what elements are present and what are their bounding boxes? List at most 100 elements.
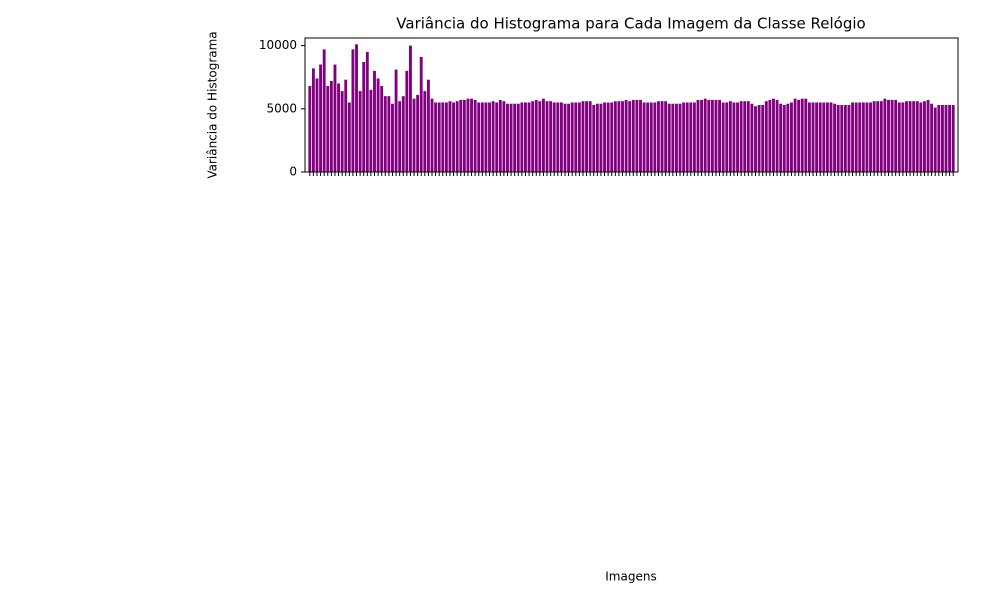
chart-title: Variância do Histograma para Cada Imagem… bbox=[396, 15, 865, 33]
bar bbox=[570, 102, 574, 172]
bar bbox=[692, 102, 696, 172]
bar bbox=[811, 102, 815, 172]
bar bbox=[807, 102, 811, 172]
bar bbox=[599, 103, 603, 172]
bar bbox=[948, 105, 952, 172]
bar bbox=[502, 101, 506, 172]
bar bbox=[678, 103, 682, 172]
bar bbox=[412, 98, 416, 172]
bar bbox=[552, 102, 556, 172]
bar bbox=[754, 106, 757, 172]
bar bbox=[833, 103, 837, 172]
bar bbox=[434, 102, 438, 172]
bar bbox=[818, 102, 822, 172]
bar bbox=[373, 70, 376, 172]
bar bbox=[790, 102, 793, 172]
bar bbox=[326, 86, 330, 172]
bar bbox=[567, 103, 571, 172]
bar bbox=[577, 102, 581, 172]
bar bbox=[455, 101, 459, 172]
bar bbox=[894, 99, 898, 172]
bar bbox=[444, 102, 448, 172]
bar bbox=[725, 102, 729, 172]
bar bbox=[355, 44, 358, 172]
bar bbox=[685, 102, 689, 172]
bar bbox=[657, 101, 660, 172]
bar bbox=[448, 101, 452, 172]
bar bbox=[865, 102, 869, 172]
y-tick-label: 0 bbox=[289, 165, 297, 179]
bar bbox=[797, 99, 801, 172]
bar bbox=[851, 102, 854, 172]
bar bbox=[369, 89, 373, 172]
bar bbox=[477, 102, 481, 172]
bar bbox=[595, 103, 599, 172]
bar bbox=[772, 98, 775, 172]
bar bbox=[380, 86, 384, 172]
bar bbox=[452, 102, 456, 172]
bar bbox=[509, 103, 513, 172]
bar bbox=[617, 101, 621, 172]
bar bbox=[710, 99, 714, 172]
bar bbox=[923, 101, 926, 172]
bar bbox=[897, 102, 901, 172]
bar bbox=[933, 107, 937, 172]
bar bbox=[667, 103, 671, 172]
bar bbox=[912, 101, 916, 172]
bar bbox=[775, 99, 779, 172]
bar bbox=[315, 78, 319, 172]
bar bbox=[861, 102, 865, 172]
bar bbox=[308, 86, 312, 172]
bar bbox=[793, 98, 797, 172]
plot-frame bbox=[304, 37, 959, 173]
bar bbox=[940, 105, 944, 172]
bar bbox=[588, 101, 592, 172]
bar bbox=[815, 102, 819, 172]
bar bbox=[498, 99, 502, 172]
bar bbox=[527, 102, 531, 172]
bar bbox=[459, 99, 463, 172]
bar bbox=[883, 98, 887, 172]
bar bbox=[639, 99, 642, 172]
bar bbox=[843, 105, 847, 172]
bar bbox=[718, 99, 722, 172]
bar bbox=[520, 102, 524, 172]
bar bbox=[376, 78, 380, 172]
bar bbox=[642, 102, 646, 172]
bar bbox=[610, 102, 614, 172]
bar bbox=[915, 101, 919, 172]
bar bbox=[879, 101, 883, 172]
bar bbox=[746, 101, 750, 172]
bar bbox=[750, 103, 754, 172]
bar bbox=[829, 102, 833, 172]
bar bbox=[344, 79, 348, 172]
y-tick-label: 5000 bbox=[266, 101, 297, 115]
bar bbox=[534, 99, 538, 172]
bar bbox=[322, 49, 326, 172]
bar bbox=[743, 101, 747, 172]
bar bbox=[538, 101, 542, 172]
bar bbox=[531, 101, 535, 172]
bar bbox=[488, 102, 491, 172]
bar bbox=[840, 105, 844, 172]
bar bbox=[409, 45, 412, 173]
bar bbox=[764, 101, 768, 172]
bar bbox=[872, 101, 876, 172]
bar bbox=[541, 98, 545, 172]
bar bbox=[401, 96, 405, 172]
bar bbox=[822, 102, 826, 172]
bar bbox=[674, 103, 678, 172]
bar bbox=[653, 102, 657, 172]
bar bbox=[869, 102, 872, 172]
y-tick-label: 10000 bbox=[259, 38, 297, 52]
y-axis-label: Variância do Histograma bbox=[206, 31, 220, 178]
bar bbox=[732, 102, 736, 172]
bar bbox=[782, 105, 786, 172]
bar bbox=[689, 102, 693, 172]
bar bbox=[804, 98, 808, 172]
bar bbox=[430, 98, 434, 172]
bar bbox=[545, 101, 549, 172]
bar bbox=[333, 64, 337, 172]
bar bbox=[574, 102, 578, 172]
